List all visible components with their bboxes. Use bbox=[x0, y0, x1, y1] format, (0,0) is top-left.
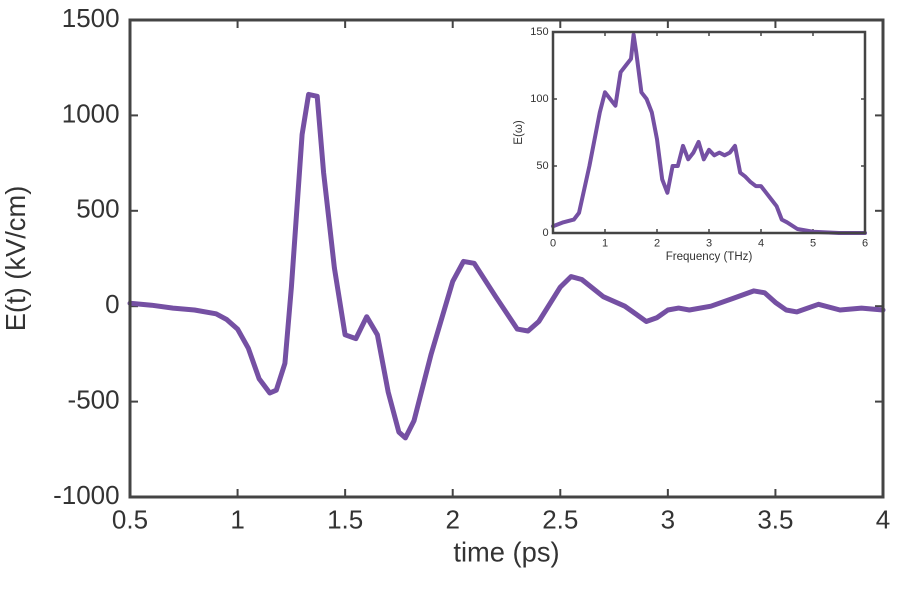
y-tick-label: 1500 bbox=[62, 3, 120, 33]
x-tick-label: 3 bbox=[661, 505, 675, 535]
y-tick-label: 50 bbox=[536, 160, 548, 172]
x-tick-label: 1 bbox=[230, 505, 244, 535]
x-tick-label: 1.5 bbox=[327, 505, 363, 535]
axes-frame bbox=[551, 30, 867, 235]
x-axis-label: time (ps) bbox=[453, 536, 559, 567]
x-tick-label: 4 bbox=[758, 237, 764, 249]
y-tick-label: -1000 bbox=[53, 480, 120, 510]
data-line bbox=[127, 91, 886, 441]
x-axis-label: Frequency (THz) bbox=[666, 251, 753, 263]
y-tick-label: 500 bbox=[76, 194, 119, 224]
y-tick-label: 0 bbox=[542, 227, 548, 239]
y-axis-label: E(t) (kV/cm) bbox=[0, 186, 31, 332]
x-tick-label: 0.5 bbox=[112, 505, 148, 535]
x-tick-label: 3 bbox=[706, 237, 712, 249]
x-tick-label: 2.5 bbox=[542, 505, 578, 535]
x-tick-label: 2 bbox=[445, 505, 459, 535]
y-tick-label: 100 bbox=[530, 93, 548, 105]
x-tick-label: 3.5 bbox=[757, 505, 793, 535]
axes-frame bbox=[128, 18, 885, 499]
x-tick-label: 6 bbox=[862, 237, 868, 249]
x-tick-label: 5 bbox=[810, 237, 816, 249]
y-tick-label: 0 bbox=[105, 289, 119, 319]
x-tick-label: 1 bbox=[602, 237, 608, 249]
y-tick-label: 1000 bbox=[62, 98, 120, 128]
y-axis-label: E(ω) bbox=[513, 120, 525, 145]
data-line bbox=[551, 32, 867, 235]
plot-area bbox=[553, 32, 865, 233]
x-tick-label: 4 bbox=[876, 505, 890, 535]
x-tick-label: 2 bbox=[654, 237, 660, 249]
x-tick-label: 0 bbox=[550, 237, 556, 249]
y-tick-label: -500 bbox=[68, 384, 120, 414]
y-tick-label: 150 bbox=[530, 26, 548, 38]
